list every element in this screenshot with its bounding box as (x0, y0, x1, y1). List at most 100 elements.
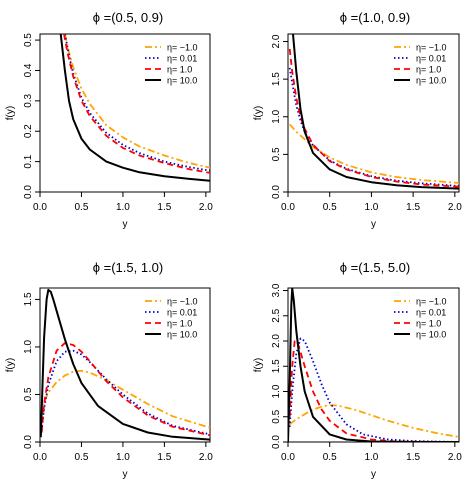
y-tick-label: 1.0 (23, 340, 34, 354)
legend-label: η= 1.0 (416, 65, 441, 75)
chart-title: ϕ =(1.5, 1.0) (93, 260, 164, 275)
series-line-2 (40, 349, 210, 436)
x-tick-label: 1.5 (157, 452, 171, 463)
x-tick-label: 0.0 (33, 452, 47, 463)
x-tick-label: 0.5 (75, 202, 89, 213)
y-tick-label: 0.5 (23, 387, 34, 401)
y-tick-label: 0.0 (23, 435, 34, 449)
plot-frame (39, 33, 211, 193)
series-line-4 (292, 34, 459, 190)
y-tick-label: 0.0 (271, 185, 282, 199)
series-line-1 (289, 404, 459, 438)
series-line-1 (40, 369, 210, 429)
plot-frame (39, 287, 211, 443)
chart-panel-3: ϕ =(1.5, 1.0) 0.0 0.5 1.0 1.5 2.0 0.0 0.5 1.0 1.5… (5, 260, 213, 480)
y-tick-label: 0.4 (23, 63, 34, 77)
y-axis-label: f(y) (5, 358, 16, 372)
chart-panel-2: ϕ =(1.0, 0.9) 0.0 0.5 1.0 1.5 2.0 0.0 0.5 1.0 1.5… (253, 10, 462, 230)
legend-label: η= −1.0 (416, 297, 447, 307)
y-tick-label: 0.3 (23, 93, 34, 107)
x-axis-label: y (371, 469, 376, 480)
x-tick-label: 1.0 (364, 452, 378, 463)
chart-title: ϕ =(1.0, 0.9) (340, 10, 411, 25)
x-tick-label: 2.0 (448, 202, 462, 213)
y-tick-label: 3.0 (271, 283, 282, 297)
curves (59, 34, 210, 182)
x-axis-label: y (123, 469, 128, 480)
chart-panel-1: ϕ =(0.5, 0.9) 0.0 0.5 1.0 1.5 2.0 0.0 0.1 0.2 0.3… (5, 10, 213, 230)
y-tick-label: 0.5 (23, 33, 34, 47)
plot-frame (287, 33, 460, 193)
x-tick-label: 0.0 (281, 202, 295, 213)
x-tick-label: 1.0 (116, 452, 130, 463)
legend: η= −1.0η= 0.01η= 1.0η= 10.0 (145, 43, 198, 86)
series-line-3 (63, 34, 210, 174)
curves (288, 288, 459, 442)
chart-title: ϕ =(0.5, 0.9) (93, 10, 164, 25)
x-tick-label: 0.0 (33, 202, 47, 213)
series-line-3 (288, 340, 459, 442)
legend-label: η= −1.0 (416, 43, 447, 53)
y-axis-label: f(y) (253, 358, 264, 372)
x-tick-label: 1.0 (116, 202, 130, 213)
legend: η= −1.0η= 0.01η= 1.0η= 10.0 (145, 297, 198, 340)
series-line-1 (64, 34, 210, 169)
curves (40, 288, 210, 441)
y-tick-label: 0.0 (23, 185, 34, 199)
y-tick-label: 2.0 (271, 334, 282, 348)
y-tick-label: 1.5 (271, 359, 282, 373)
y-tick-label: 2.5 (271, 308, 282, 322)
x-axis-label: y (371, 219, 376, 230)
series-line-3 (40, 342, 210, 437)
x-tick-label: 0.5 (323, 452, 337, 463)
legend-label: η= 1.0 (167, 319, 192, 329)
legend-label: η= 0.01 (167, 308, 197, 318)
y-tick-label: 0.5 (271, 409, 282, 423)
y-tick-label: 0.5 (271, 147, 282, 161)
legend-label: η= 10.0 (416, 76, 446, 86)
chart-title: ϕ =(1.5, 5.0) (340, 260, 411, 275)
series-line-2 (64, 34, 210, 172)
y-axis-label: f(y) (253, 106, 264, 120)
legend-label: η= 0.01 (167, 54, 197, 64)
x-tick-label: 1.0 (364, 202, 378, 213)
legend-label: η= 10.0 (416, 330, 446, 340)
series-line-4 (288, 288, 459, 442)
y-tick-label: 0.2 (23, 124, 34, 138)
y-tick-label: 1.5 (271, 72, 282, 86)
x-tick-label: 1.5 (406, 452, 420, 463)
x-tick-label: 0.5 (75, 452, 89, 463)
y-tick-label: 0.1 (23, 154, 34, 168)
series-line-4 (40, 288, 210, 441)
series-line-1 (289, 123, 459, 184)
x-axis-label: y (123, 219, 128, 230)
y-tick-label: 0.0 (271, 435, 282, 449)
legend-label: η= 0.01 (416, 308, 446, 318)
chart-panel-4: ϕ =(1.5, 5.0) 0.0 0.5 1.0 1.5 2.0 0.0 0.5 1.0 1.5… (253, 260, 462, 480)
legend: η= −1.0η= 0.01η= 1.0η= 10.0 (394, 297, 447, 340)
legend-label: η= 1.0 (416, 319, 441, 329)
x-tick-label: 0.5 (323, 202, 337, 213)
series-line-4 (59, 34, 210, 182)
y-axis-label: f(y) (5, 106, 16, 120)
y-tick-label: 1.0 (271, 109, 282, 123)
x-tick-label: 2.0 (199, 202, 213, 213)
legend-label: η= 10.0 (167, 330, 197, 340)
series-line-2 (288, 337, 459, 442)
x-tick-label: 2.0 (448, 452, 462, 463)
y-tick-label: 1.0 (271, 384, 282, 398)
x-tick-label: 1.5 (406, 202, 420, 213)
x-tick-label: 0.0 (281, 452, 295, 463)
legend-label: η= 10.0 (167, 76, 197, 86)
x-tick-label: 1.5 (157, 202, 171, 213)
y-tick-label: 2.0 (271, 34, 282, 48)
legend-label: η= −1.0 (167, 297, 198, 307)
legend-label: η= 0.01 (416, 54, 446, 64)
legend-label: η= 1.0 (167, 65, 192, 75)
series-line-2 (288, 67, 459, 187)
curves (288, 34, 459, 190)
y-tick-label: 1.5 (23, 292, 34, 306)
series-line-3 (288, 48, 459, 188)
legend-label: η= −1.0 (167, 43, 198, 53)
